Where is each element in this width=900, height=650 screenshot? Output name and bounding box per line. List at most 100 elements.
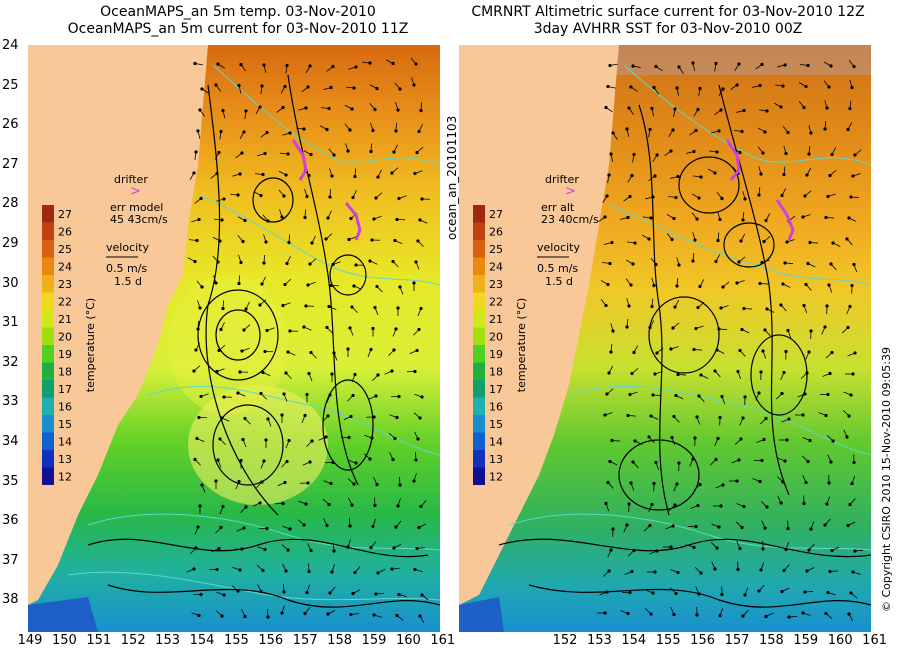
lon-tick: 151: [86, 633, 112, 648]
colorbar-swatch: [42, 362, 54, 380]
vector-shaft: [824, 121, 827, 130]
vector-shaft: [806, 567, 815, 572]
colorbar-tick: 17: [489, 383, 503, 396]
vector-shaft: [348, 497, 353, 506]
vector-shaft: [326, 394, 331, 403]
lon-tick: 158: [758, 633, 784, 648]
vector-shaft: [777, 64, 786, 68]
colorbar-tick: 15: [58, 418, 72, 431]
vector-shaft: [302, 461, 311, 466]
vector-shaft: [843, 429, 848, 438]
vector-shaft: [677, 374, 687, 376]
vector-shaft: [694, 567, 702, 574]
vector-shaft: [673, 416, 680, 423]
vector-shaft: [262, 372, 271, 377]
vector-shaft: [397, 498, 401, 507]
vector-shaft: [344, 104, 353, 110]
vector-shaft: [648, 175, 656, 182]
vector-shaft: [420, 102, 422, 111]
vector-shaft: [245, 301, 250, 310]
colorbar-tick: 16: [58, 401, 72, 414]
vector-shaft: [372, 518, 376, 527]
vector-shaft: [344, 123, 351, 131]
colorbar-tick: 23: [489, 278, 503, 291]
vector-shaft: [735, 521, 743, 528]
vector-shaft: [806, 167, 812, 176]
vector-shaft: [760, 501, 768, 508]
vector-shaft: [742, 609, 749, 617]
lat-tick: 25: [2, 77, 19, 93]
vector-shaft: [711, 130, 720, 134]
vector-shaft: [277, 482, 286, 487]
vector-shaft: [285, 65, 288, 74]
vector-shaft: [370, 143, 372, 152]
vector-shaft: [757, 127, 766, 133]
vector-shaft: [385, 59, 394, 64]
colorbar-tick: 14: [58, 436, 72, 449]
vector-shaft: [215, 84, 222, 92]
colorbar-tick: 20: [58, 331, 72, 344]
vector-shaft: [823, 80, 830, 88]
vector-shaft: [691, 193, 700, 199]
vector-head: [850, 283, 854, 288]
vector-shaft: [260, 393, 267, 400]
vector-shaft: [674, 299, 680, 308]
vector-shaft: [611, 440, 621, 442]
right-title-line1: CMRNRT Altimetric surface current for 03…: [471, 4, 865, 20]
vector-shaft: [237, 235, 244, 242]
vector-shaft: [328, 148, 335, 156]
colorbar-swatch: [42, 327, 54, 345]
vector-shaft: [327, 609, 336, 615]
vector-shaft: [351, 374, 356, 383]
vector-shaft: [201, 484, 206, 493]
vector-shaft: [776, 476, 784, 483]
coastline-land: [28, 45, 208, 605]
vector-shaft: [421, 594, 429, 601]
vector-shaft: [197, 130, 201, 139]
vector-shaft: [673, 483, 678, 492]
cloud-mask: [569, 45, 871, 75]
vector-shaft: [648, 436, 655, 444]
vector-shaft: [191, 219, 200, 223]
colorbar: 27 26 25 24 23 22 21 20 19 18 17 16 15 14 13 12: [473, 205, 503, 485]
colorbar-swatch: [473, 415, 485, 433]
vector-shaft: [848, 613, 854, 622]
vector-shaft: [219, 438, 226, 446]
vector-shaft: [413, 329, 420, 336]
vector-shaft: [354, 168, 356, 177]
vector-shaft: [189, 172, 195, 181]
vector-shaft: [650, 415, 659, 420]
vector-shaft: [784, 262, 794, 264]
lat-tick: 38: [2, 592, 19, 608]
velocity-time: 1.5 d: [545, 275, 573, 288]
vector-shaft: [392, 328, 397, 337]
vector-shaft: [260, 460, 265, 469]
vector-shaft: [414, 569, 423, 573]
vector-shaft: [244, 418, 251, 425]
vector-shaft: [194, 526, 199, 535]
vector-shaft: [651, 108, 655, 117]
vector-shaft: [322, 415, 329, 423]
vector-shaft: [849, 498, 856, 505]
vector-shaft: [217, 63, 225, 69]
coastline-land: [459, 45, 619, 605]
lon-tick: 159: [361, 633, 387, 648]
vector-shaft: [331, 564, 335, 573]
lon-tick: 155: [223, 633, 249, 648]
vector-shaft: [354, 566, 361, 573]
vector-shaft: [238, 275, 240, 284]
vector-shaft: [693, 109, 699, 117]
vector-shaft: [691, 212, 698, 220]
colorbar-tick: 13: [58, 453, 72, 466]
vector-shaft: [362, 61, 371, 64]
lat-tick: 24: [2, 38, 19, 53]
vector-shaft: [652, 394, 662, 396]
vector-shaft: [419, 615, 425, 624]
vector-shaft: [375, 192, 383, 199]
vector-shaft: [781, 587, 790, 592]
drifter-tracks: [291, 139, 362, 241]
vector-shaft: [303, 150, 312, 155]
vector-head: [781, 84, 785, 88]
lon-tick: 161: [430, 633, 456, 648]
vector-shaft: [669, 587, 677, 594]
